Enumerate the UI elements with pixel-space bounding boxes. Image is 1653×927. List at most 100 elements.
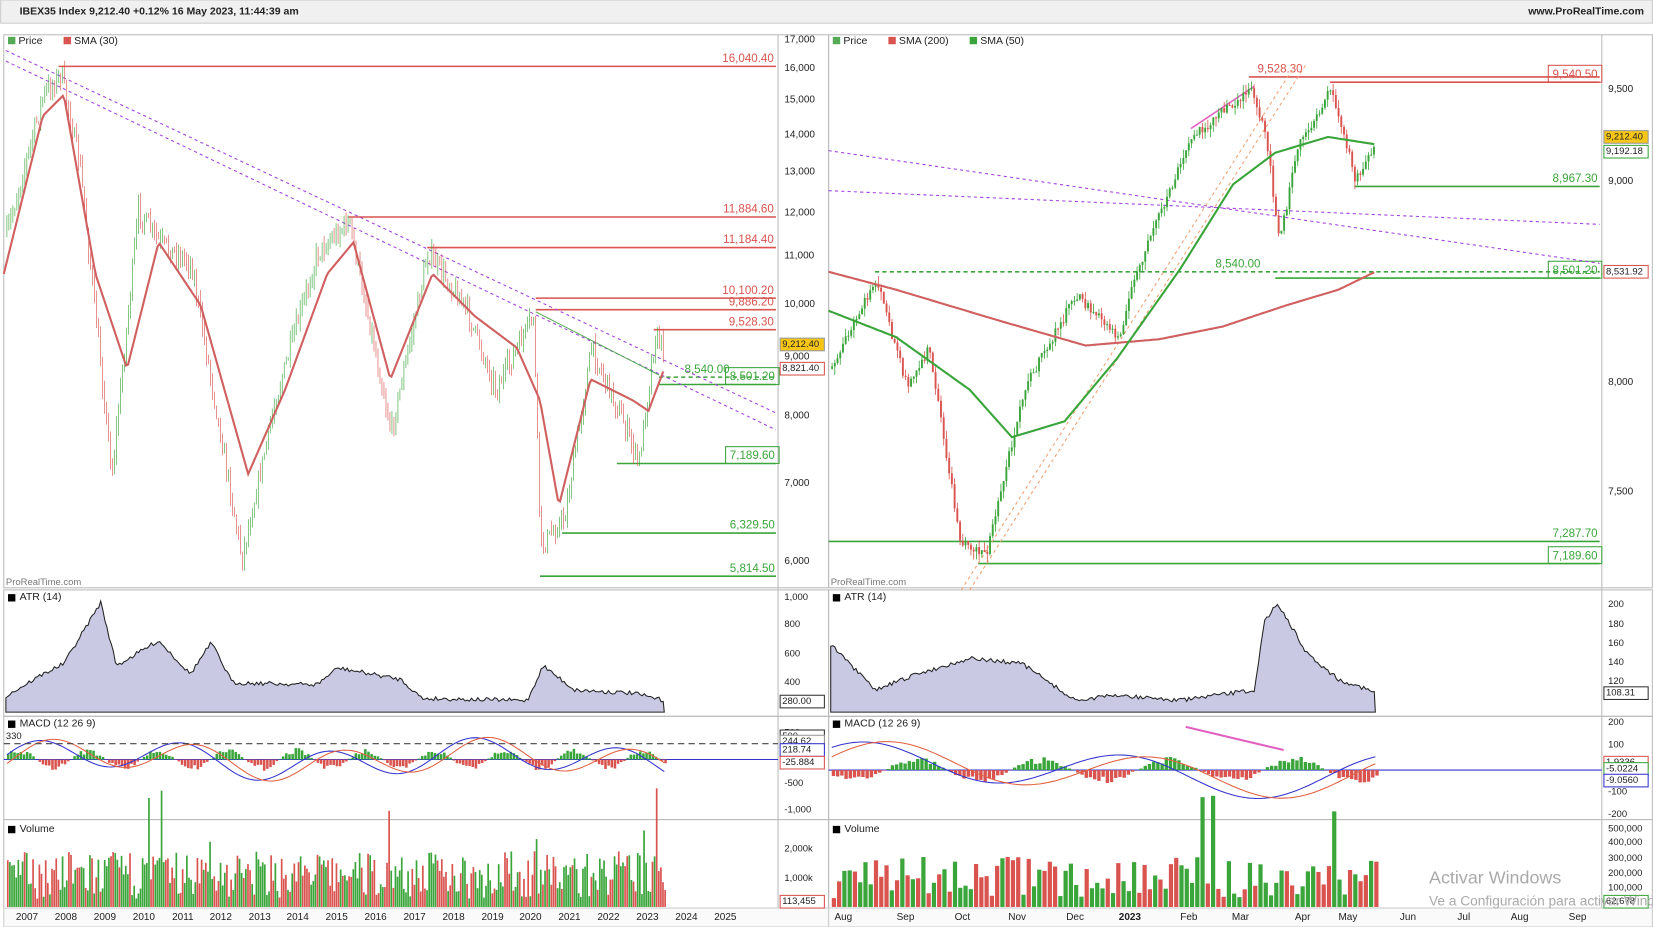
volume-bar xyxy=(105,866,108,907)
candle-body xyxy=(1013,435,1016,448)
support-label: 7,189.60 xyxy=(730,450,775,462)
x-axis-label: Oct xyxy=(955,912,971,923)
macd-histogram xyxy=(1139,768,1143,771)
macd-histogram xyxy=(247,759,250,763)
x-axis-label: 2021 xyxy=(558,912,581,923)
volume-bar xyxy=(497,864,500,907)
volume-bar xyxy=(1074,884,1079,907)
candle-body xyxy=(1362,168,1365,175)
candle-body xyxy=(1285,209,1288,216)
macd-histogram xyxy=(661,759,664,761)
volume-bar xyxy=(1179,865,1184,907)
windows-subtitle: Ve a Configuración para activar Windows. xyxy=(1429,893,1653,908)
macd-histogram xyxy=(1307,762,1312,771)
volume-bar xyxy=(1037,869,1042,907)
candle-body xyxy=(1185,150,1188,158)
macd-histogram xyxy=(196,759,200,770)
volume-bar xyxy=(310,884,313,907)
macd-histogram xyxy=(651,754,655,760)
macd-histogram xyxy=(503,752,506,760)
candle-body xyxy=(1010,447,1013,452)
volume-bar xyxy=(580,896,582,907)
macd-histogram xyxy=(1337,770,1341,779)
volume-bar xyxy=(70,854,72,907)
volume-bar xyxy=(1300,886,1305,907)
candle-body xyxy=(1127,298,1130,311)
macd-histogram xyxy=(474,759,478,769)
candle-body xyxy=(991,524,994,536)
price-badge-label: 9,212.40 xyxy=(782,339,819,350)
candle-body xyxy=(885,303,888,313)
candle-body xyxy=(866,297,869,300)
candle-body xyxy=(1217,112,1220,119)
volume-bar xyxy=(198,883,201,907)
macd-histogram xyxy=(1257,770,1261,773)
volume-bar xyxy=(173,878,176,907)
macd-histogram xyxy=(389,759,392,766)
moving-average xyxy=(828,135,1375,439)
volume-bar xyxy=(1311,866,1316,907)
volume-bar xyxy=(103,859,106,907)
macd-histogram xyxy=(405,759,408,768)
macd-histogram xyxy=(1316,765,1320,771)
macd-histogram xyxy=(32,756,35,760)
volume-bar xyxy=(417,878,420,907)
candle-body xyxy=(871,286,874,291)
macd-histogram xyxy=(1097,770,1101,781)
volume-bar xyxy=(137,893,140,907)
volume-bar xyxy=(590,876,593,907)
label-box xyxy=(725,367,780,386)
macd-histogram xyxy=(376,756,380,760)
volume-bar xyxy=(38,864,41,907)
indicator-axis-label: -500 xyxy=(784,778,803,789)
volume-bar xyxy=(1005,857,1010,907)
volume-bar xyxy=(510,851,513,907)
volume-bar xyxy=(863,862,868,907)
candle-body xyxy=(888,312,891,323)
macd-histogram xyxy=(613,759,617,769)
macd-histogram xyxy=(360,753,364,760)
macd-histogram xyxy=(183,759,187,767)
price-axis-label: 9,500 xyxy=(1608,84,1633,95)
indicator-axis-label: 600 xyxy=(784,649,800,660)
support-label: 8,967.30 xyxy=(1553,173,1598,185)
volume-bar xyxy=(531,874,534,907)
volume-bar xyxy=(563,867,565,907)
volume-bar xyxy=(624,866,626,907)
candle-body xyxy=(1152,228,1155,236)
candle-body xyxy=(920,359,923,369)
volume-bar xyxy=(322,860,325,907)
volume-bar xyxy=(46,883,49,907)
volume-bar xyxy=(1058,896,1063,907)
candle-body xyxy=(1296,149,1299,162)
volume-bar xyxy=(1142,864,1147,907)
candle-body xyxy=(882,291,885,304)
volume-bar xyxy=(32,859,34,907)
volume-bar xyxy=(335,863,338,907)
volume-bar xyxy=(1184,868,1189,907)
volume-bar xyxy=(114,853,117,907)
volume-bar xyxy=(82,868,85,907)
candle-body xyxy=(956,508,959,522)
price-axis-label: 13,000 xyxy=(784,166,815,177)
volume-bar xyxy=(215,890,218,907)
macd-histogram xyxy=(48,759,51,766)
macd-histogram xyxy=(1253,770,1257,774)
volume-bar xyxy=(1216,888,1221,907)
macd-histogram xyxy=(920,758,924,771)
macd-histogram xyxy=(171,756,174,760)
candle-body xyxy=(999,491,1002,501)
legend-swatch xyxy=(969,36,978,45)
volume-bar xyxy=(19,874,22,907)
macd-histogram xyxy=(1126,770,1131,775)
candle-body xyxy=(1016,421,1019,436)
macd-histogram xyxy=(937,766,941,771)
macd-line xyxy=(6,736,665,782)
indicator-axis-label: 120 xyxy=(1608,676,1624,687)
volume-bar xyxy=(84,887,87,907)
volume-bar xyxy=(434,854,437,907)
volume-bar xyxy=(438,870,441,907)
macd-histogram xyxy=(152,753,155,760)
volume-bar xyxy=(245,869,247,907)
macd-histogram xyxy=(1227,770,1232,777)
